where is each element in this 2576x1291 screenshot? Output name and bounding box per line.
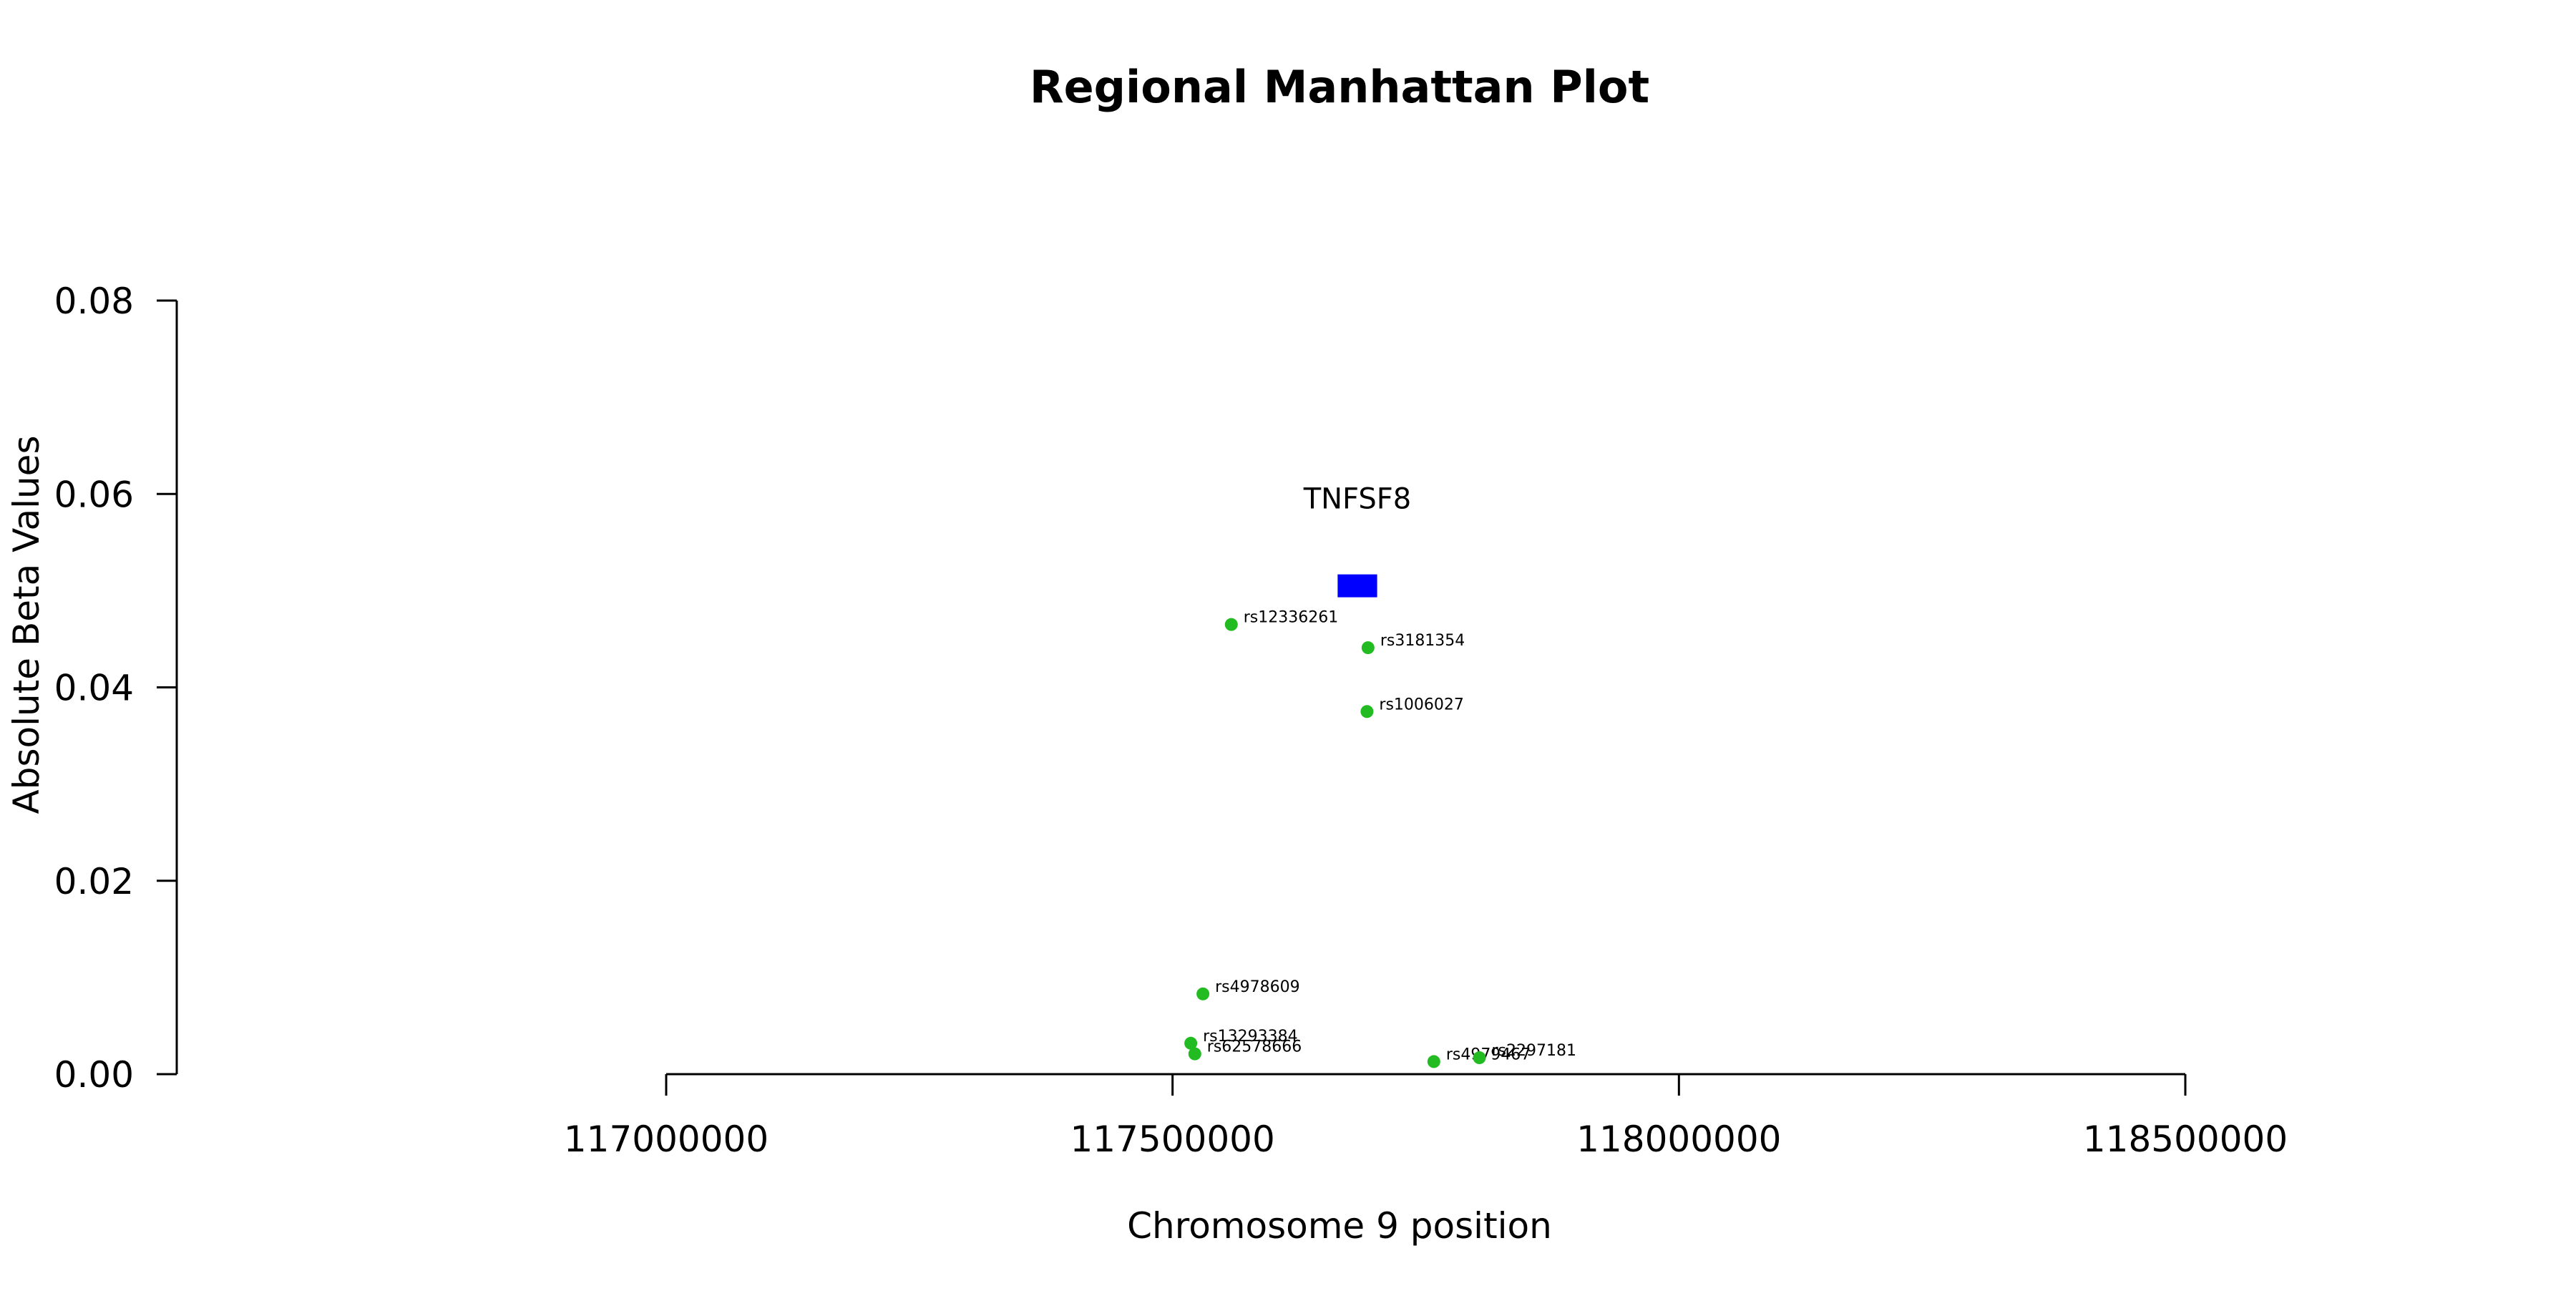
gene-track: TNFSF8 <box>1303 483 1412 598</box>
y-tick-label: 0.06 <box>54 474 134 515</box>
snp-point <box>1427 1055 1440 1068</box>
x-tick-label: 117500000 <box>1070 1119 1275 1160</box>
chart-title: Regional Manhattan Plot <box>1030 61 1649 113</box>
x-axis-label: Chromosome 9 position <box>1127 1205 1552 1247</box>
snp-label: rs4978609 <box>1215 978 1300 996</box>
x-tick-label: 118500000 <box>2083 1119 2288 1160</box>
gene-label: TNFSF8 <box>1303 483 1412 516</box>
snp-point <box>1360 705 1374 718</box>
snp-label: rs3181354 <box>1380 632 1465 650</box>
x-tick-label: 118000000 <box>1576 1119 1781 1160</box>
gene-box <box>1337 574 1377 598</box>
snp-label: rs12336261 <box>1244 609 1338 627</box>
x-tick-label: 117000000 <box>564 1119 769 1160</box>
y-axis-label: Absolute Beta Values <box>6 436 47 814</box>
axes: 0.00 0.02 0.04 0.06 0.08 117000000 117500000 11… <box>54 281 2288 1160</box>
snp-point <box>1224 618 1238 631</box>
y-tick-label: 0.00 <box>54 1054 134 1096</box>
snp-label: rs13293384 <box>1203 1028 1297 1046</box>
snp-point <box>1184 1036 1198 1050</box>
snp-point <box>1196 987 1210 1000</box>
snp-points: rs12336261 rs3181354 rs1006027 rs4978609 rs1… <box>1184 609 1576 1068</box>
snp-label: rs4979467 <box>1446 1046 1531 1063</box>
snp-point <box>1361 641 1375 655</box>
snp-point <box>1188 1047 1201 1061</box>
y-tick-label: 0.04 <box>54 668 134 709</box>
y-tick-label: 0.08 <box>54 281 134 322</box>
snp-point <box>1473 1051 1486 1065</box>
snp-label: rs2297181 <box>1492 1042 1577 1060</box>
y-tick-label: 0.02 <box>54 861 134 902</box>
snp-label: rs1006027 <box>1379 696 1464 713</box>
snp-label: rs62578666 <box>1207 1038 1302 1056</box>
